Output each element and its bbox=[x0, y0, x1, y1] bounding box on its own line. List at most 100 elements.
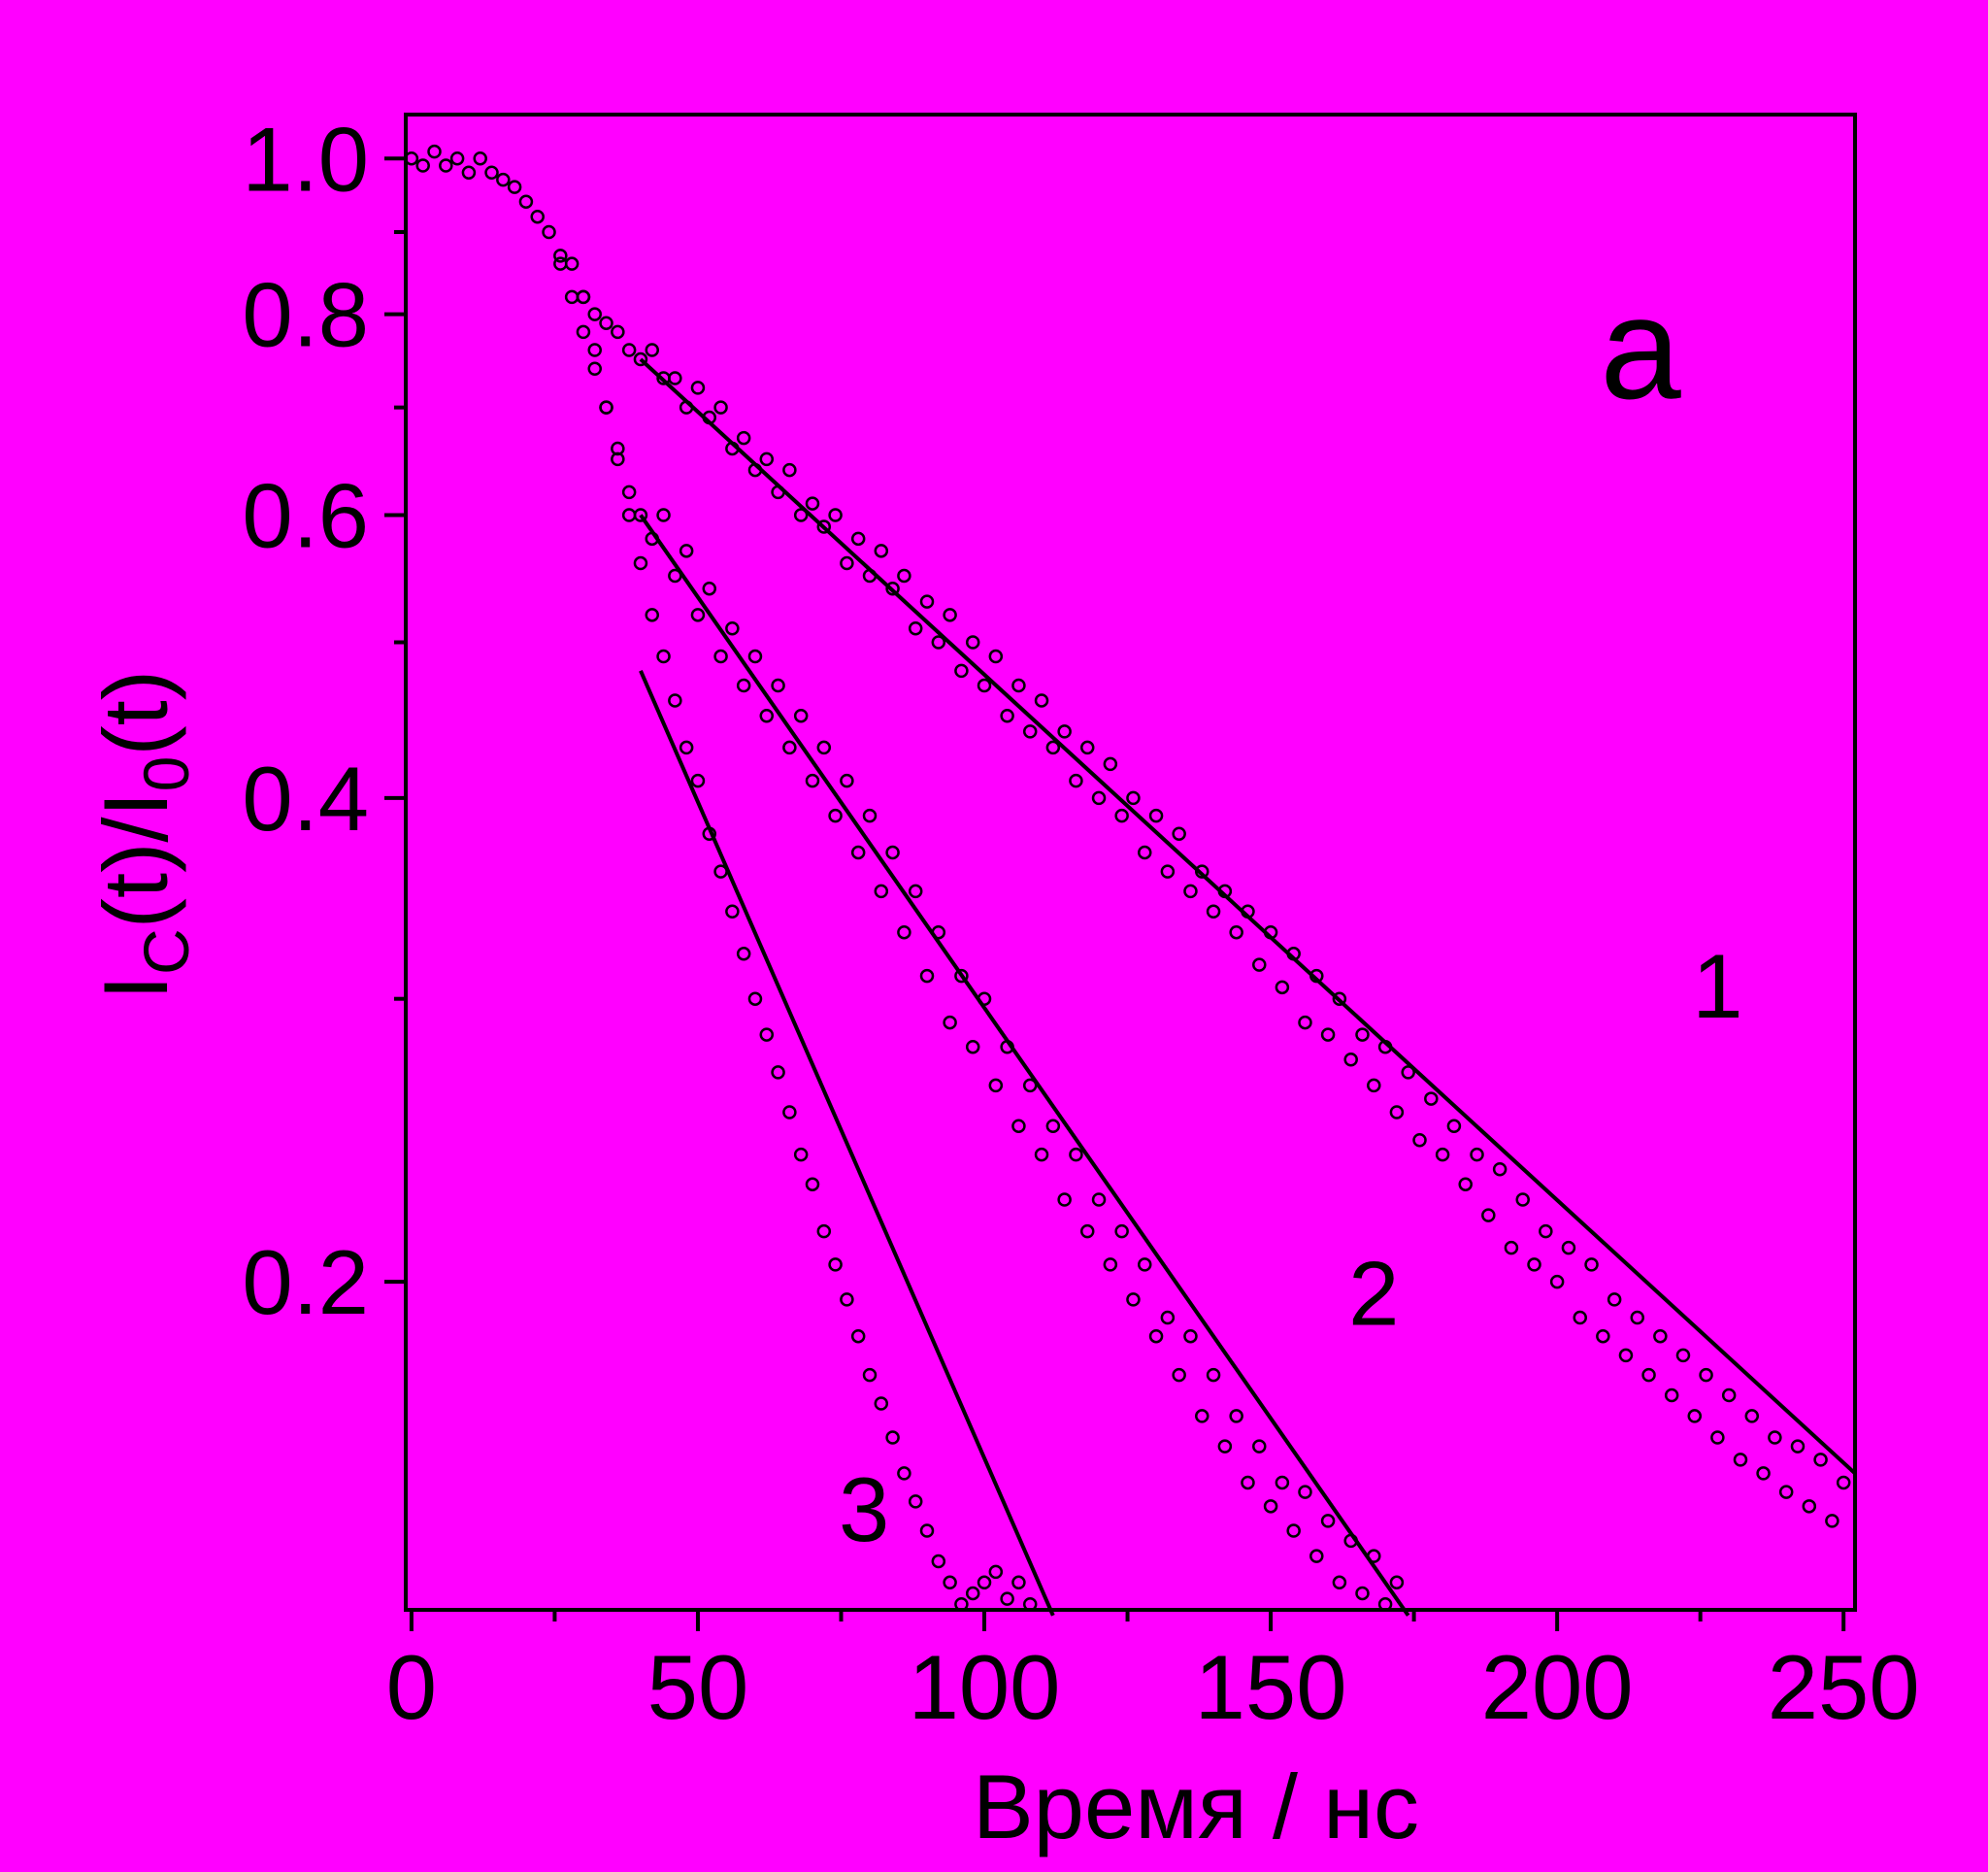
data-point bbox=[1011, 678, 1026, 693]
data-point bbox=[1458, 1177, 1473, 1191]
series-label-3: 3 bbox=[839, 1458, 889, 1560]
data-point bbox=[668, 371, 682, 385]
data-point bbox=[1836, 1475, 1851, 1490]
data-point bbox=[1034, 693, 1049, 708]
data-point bbox=[611, 324, 625, 340]
data-point bbox=[702, 581, 717, 596]
data-point bbox=[816, 740, 832, 755]
data-point bbox=[954, 663, 969, 679]
data-point bbox=[679, 740, 694, 755]
data-point bbox=[1148, 808, 1164, 823]
data-point bbox=[713, 864, 728, 879]
data-point bbox=[645, 608, 660, 622]
data-point bbox=[1000, 1040, 1014, 1054]
x-tick-label: 150 bbox=[1195, 1636, 1347, 1738]
data-point bbox=[633, 351, 648, 367]
data-point bbox=[690, 608, 706, 622]
data-point bbox=[473, 151, 487, 166]
data-point bbox=[1756, 1466, 1771, 1481]
data-point bbox=[1195, 1409, 1209, 1423]
data-point bbox=[1034, 1147, 1049, 1162]
data-point bbox=[931, 635, 946, 650]
data-point bbox=[690, 381, 706, 395]
data-point bbox=[782, 462, 797, 478]
data-point bbox=[1721, 1387, 1737, 1403]
data-point bbox=[1401, 1065, 1415, 1080]
data-point bbox=[874, 884, 889, 899]
data-point bbox=[1011, 1119, 1026, 1134]
data-point bbox=[564, 256, 580, 271]
data-point bbox=[885, 581, 900, 596]
data-point bbox=[1675, 1348, 1691, 1363]
text-labels: 1 2 3 bbox=[839, 935, 1743, 1560]
data-point bbox=[564, 289, 580, 305]
data-point bbox=[1079, 1223, 1095, 1239]
x-tick-label: 50 bbox=[647, 1636, 749, 1738]
data-point bbox=[1206, 1367, 1221, 1383]
data-point bbox=[771, 485, 785, 500]
data-point bbox=[461, 165, 477, 181]
data-point bbox=[1172, 1367, 1186, 1383]
data-point bbox=[1309, 1549, 1324, 1563]
data-point bbox=[1744, 1409, 1760, 1423]
data-point bbox=[965, 1040, 980, 1054]
data-point bbox=[747, 462, 763, 478]
data-point bbox=[816, 1223, 832, 1239]
data-point bbox=[1446, 1119, 1462, 1134]
data-point bbox=[736, 678, 751, 693]
data-point bbox=[1172, 826, 1186, 842]
data-point bbox=[1217, 1439, 1233, 1454]
data-point bbox=[943, 1015, 957, 1030]
data-point bbox=[862, 1367, 878, 1383]
data-point bbox=[747, 649, 763, 664]
data-point bbox=[1045, 1119, 1061, 1134]
data-point bbox=[1343, 1052, 1358, 1067]
data-point bbox=[1343, 1533, 1358, 1549]
data-point bbox=[725, 621, 740, 636]
y-axis-title: IC(t)/I0(t) bbox=[84, 670, 202, 1000]
data-point bbox=[1778, 1485, 1794, 1499]
data-point bbox=[1091, 790, 1107, 806]
data-point bbox=[759, 1027, 775, 1042]
y-axis-title-subscript: C bbox=[130, 928, 202, 975]
data-point bbox=[943, 608, 957, 622]
data-point bbox=[587, 307, 602, 321]
data-point bbox=[1561, 1240, 1576, 1255]
data-point bbox=[1103, 756, 1118, 772]
data-point bbox=[1114, 808, 1129, 823]
series-label-1: 1 bbox=[1692, 935, 1742, 1037]
data-point bbox=[885, 1430, 900, 1445]
data-point bbox=[1412, 1133, 1427, 1148]
data-points bbox=[404, 144, 1851, 1612]
data-point bbox=[1641, 1367, 1656, 1383]
data-point bbox=[1126, 1292, 1141, 1307]
data-point bbox=[931, 924, 946, 940]
data-point bbox=[805, 496, 820, 511]
data-point bbox=[805, 1177, 820, 1191]
data-point bbox=[771, 1065, 785, 1080]
data-point bbox=[1022, 1078, 1038, 1093]
x-tick-label: 100 bbox=[909, 1636, 1061, 1738]
data-point bbox=[668, 568, 682, 584]
data-point bbox=[782, 740, 797, 755]
data-point bbox=[1000, 708, 1014, 723]
data-point bbox=[1790, 1439, 1806, 1454]
data-point bbox=[840, 1292, 854, 1307]
data-point bbox=[1045, 740, 1061, 755]
data-point bbox=[1263, 924, 1278, 940]
data-point bbox=[668, 693, 682, 708]
y-tick-label: 0.8 bbox=[242, 264, 369, 366]
data-point bbox=[988, 649, 1004, 664]
data-point bbox=[679, 400, 694, 415]
data-point bbox=[621, 343, 637, 357]
data-point bbox=[1492, 1161, 1508, 1177]
data-point bbox=[1435, 1147, 1450, 1162]
data-point bbox=[908, 884, 923, 899]
data-point bbox=[1091, 1192, 1107, 1207]
data-point bbox=[621, 508, 637, 522]
data-point bbox=[713, 400, 728, 415]
data-point bbox=[725, 441, 740, 456]
data-point bbox=[1241, 904, 1255, 919]
y-tick-label: 0.4 bbox=[242, 748, 369, 850]
